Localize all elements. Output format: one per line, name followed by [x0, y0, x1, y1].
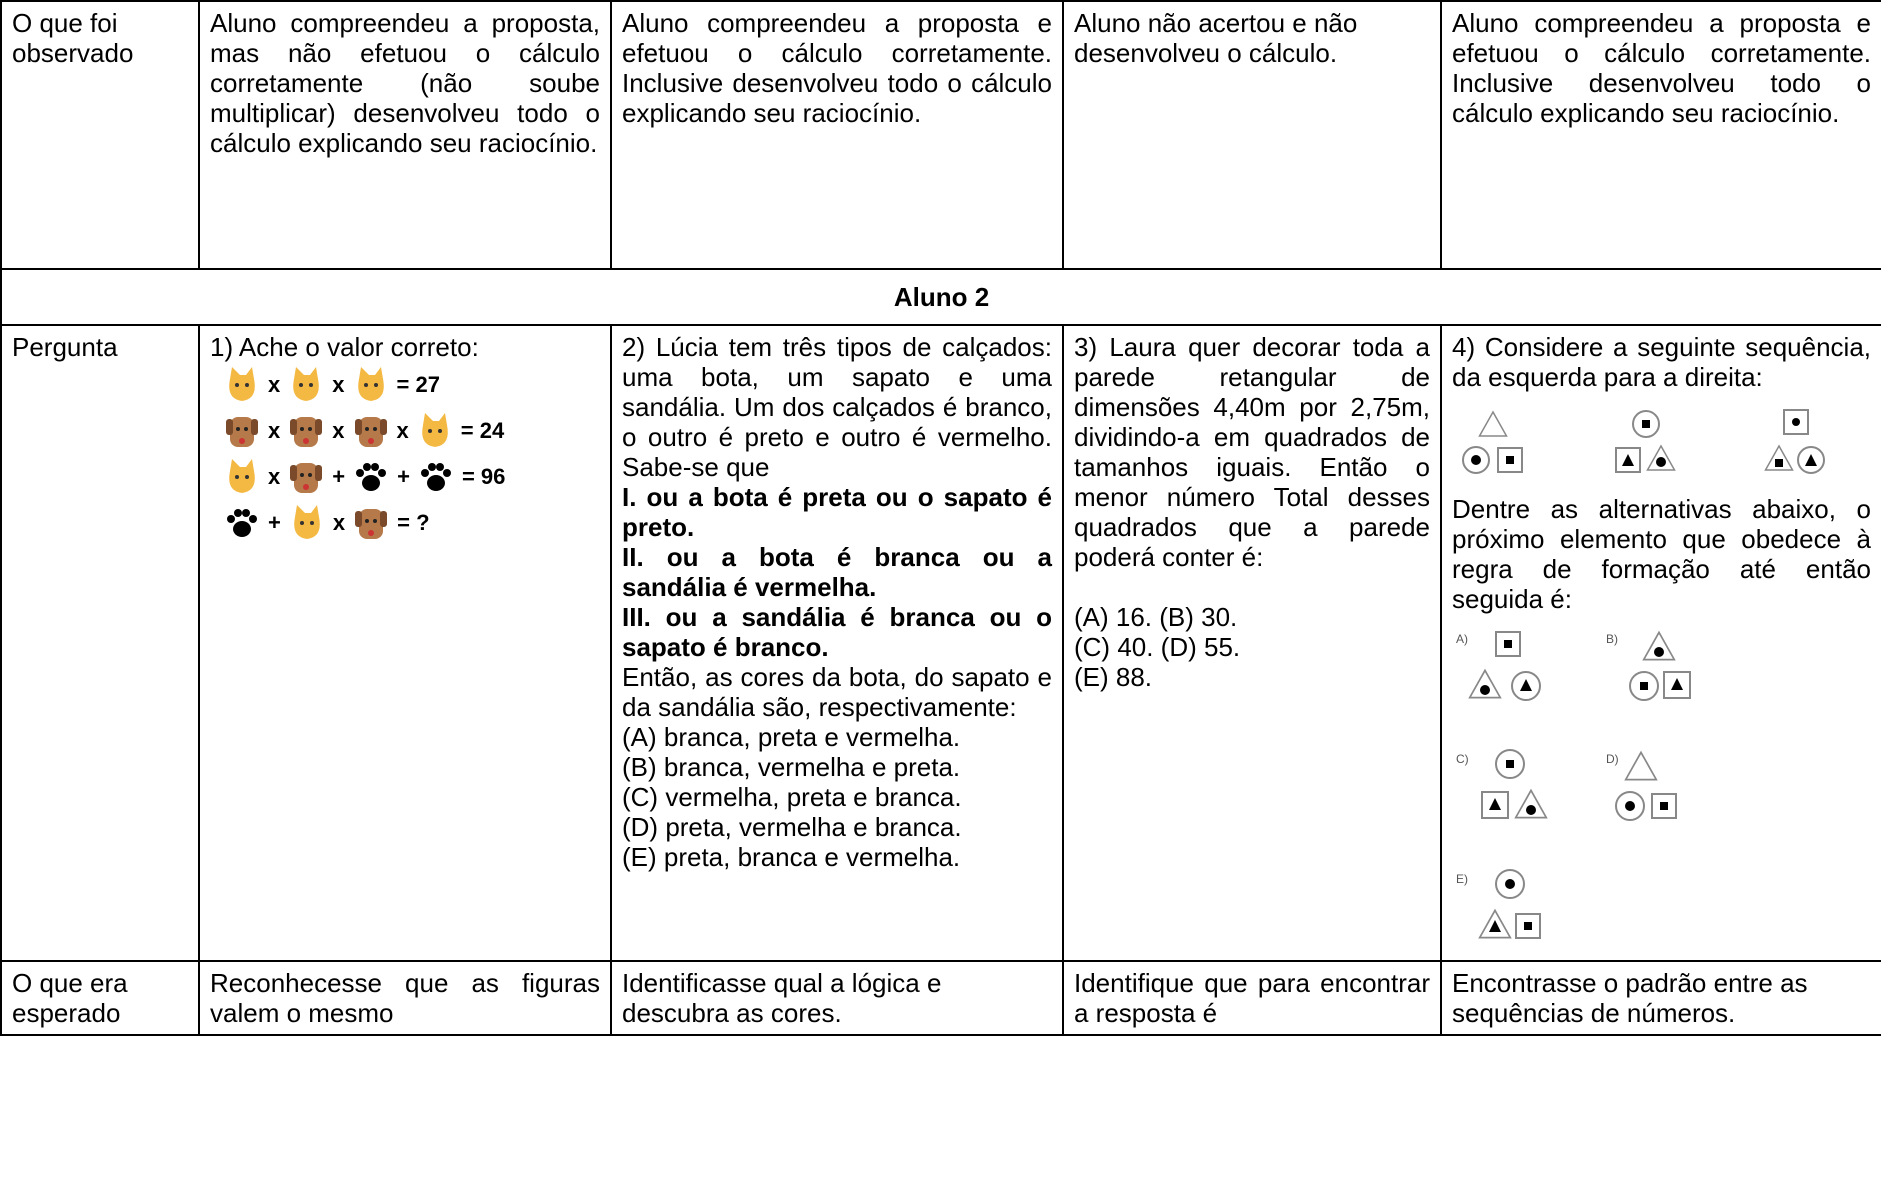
statement: I. ou a bota é preta ou o sapato é preto… [622, 482, 1052, 542]
op: x [332, 372, 345, 397]
option-label: D) [1606, 752, 1619, 766]
op: x [332, 510, 346, 535]
row-label: O que era esperado [0, 960, 200, 1036]
option: (A) 16. (B) 30. [1074, 602, 1238, 632]
spacer [1074, 572, 1430, 602]
dog-icon [286, 457, 326, 497]
cat-icon [415, 411, 455, 451]
op: + [397, 464, 410, 489]
q1-cell: 1) Ache o valor correto: x x = 27 x x x … [198, 324, 612, 962]
option: (E) 88. [1074, 662, 1153, 692]
op: x [268, 372, 281, 397]
cell: Aluno compreendeu a proposta, mas não ef… [198, 0, 612, 270]
section-row: Aluno 2 [0, 268, 1881, 326]
cell: Aluno compreendeu a proposta e efetuou o… [610, 0, 1064, 270]
cell: Identifique que para encontrar a respost… [1062, 960, 1442, 1036]
option-label: C) [1456, 752, 1469, 766]
answer-figure: A) [1456, 624, 1566, 714]
row-label: Pergunta [0, 324, 200, 962]
op: = ? [397, 510, 430, 535]
q4-text: Dentre as alternativas abaixo, o próximo… [1452, 494, 1871, 614]
q4-text: 4) Considere a seguinte sequência, da es… [1452, 332, 1871, 392]
cat-icon [222, 457, 262, 497]
cat-icon [286, 365, 326, 405]
statement: II. ou a bota é branca ou a sandália é v… [622, 542, 1052, 602]
op: = 27 [396, 372, 440, 397]
shape-group [1481, 749, 1548, 819]
cell: Aluno compreendeu a proposta e efetuou o… [1440, 0, 1881, 270]
dog-icon [351, 411, 391, 451]
q2-outro: Então, as cores da bota, do sapato e da … [622, 662, 1052, 722]
equation: x + + = 96 [222, 454, 600, 500]
cat-icon [222, 365, 262, 405]
paw-icon [416, 457, 456, 497]
q2-intro: 2) Lúcia tem três tipos de calçados: uma… [622, 332, 1052, 482]
cell: Encontrasse o padrão entre as sequências… [1440, 960, 1881, 1036]
answer-figure: B) [1606, 624, 1716, 714]
q3-cell: 3) Laura quer decorar toda a parede reta… [1062, 324, 1442, 962]
op: = 24 [460, 418, 505, 443]
dog-icon [286, 411, 326, 451]
op: + [268, 510, 281, 535]
cell: Identificasse qual a lógica e descubra a… [610, 960, 1064, 1036]
op: x [268, 464, 281, 489]
shape-group [1629, 631, 1691, 701]
q1-title: 1) Ache o valor correto: [210, 332, 479, 362]
answer-figure: D) [1606, 744, 1716, 834]
answer-figure: E) [1456, 864, 1566, 954]
op: x [332, 418, 345, 443]
dog-icon [222, 411, 262, 451]
option: (B) branca, vermelha e preta. [622, 752, 961, 782]
cat-icon [351, 365, 391, 405]
answer-options: A) B) C) D) E) [1456, 624, 1836, 954]
paw-icon [351, 457, 391, 497]
option: (A) branca, preta e vermelha. [622, 722, 961, 752]
option-label: B) [1606, 632, 1618, 646]
row-label: O que foi observado [0, 0, 200, 270]
shape-group [1462, 411, 1523, 474]
equation: x x x = 24 [222, 408, 600, 454]
q3-text: 3) Laura quer decorar toda a parede reta… [1074, 332, 1430, 572]
option: (D) preta, vermelha e branca. [622, 812, 962, 842]
sequence-figure [1456, 408, 1871, 478]
option: (C) vermelha, preta e branca. [622, 782, 962, 812]
statement: III. ou a sandália é branca ou o sapato … [622, 602, 1052, 662]
question-row: Pergunta 1) Ache o valor correto: x x = … [0, 324, 1881, 962]
q2-cell: 2) Lúcia tem três tipos de calçados: uma… [610, 324, 1064, 962]
q4-cell: 4) Considere a seguinte sequência, da es… [1440, 324, 1881, 962]
shape-group [1615, 751, 1677, 821]
answer-figure: C) [1456, 744, 1566, 834]
op: x [396, 418, 409, 443]
equation: x x = 27 [222, 362, 600, 408]
op: = 96 [461, 464, 506, 489]
observed-row: O que foi observado Aluno compreendeu a … [0, 0, 1881, 270]
expected-row: O que era esperado Reconhecesse que as f… [0, 960, 1881, 1036]
section-title: Aluno 2 [0, 268, 1881, 326]
cat-icon [287, 503, 327, 543]
option-label: A) [1456, 632, 1468, 646]
observation-table: O que foi observado Aluno compreendeu a … [0, 0, 1881, 1036]
shape-group [1468, 631, 1541, 701]
op: + [332, 464, 346, 489]
option: (C) 40. (D) 55. [1074, 632, 1241, 662]
option-label: E) [1456, 872, 1468, 886]
paw-icon [222, 503, 262, 543]
equation: + x = ? [222, 500, 600, 546]
option: (E) preta, branca e vermelha. [622, 842, 961, 872]
shape-group [1615, 410, 1676, 473]
op: x [268, 418, 281, 443]
cell: Reconhecesse que as figuras valem o mesm… [198, 960, 612, 1036]
shape-group [1478, 869, 1541, 939]
cell: Aluno não acertou e não desenvolveu o cá… [1062, 0, 1442, 270]
shape-group [1764, 409, 1825, 474]
dog-icon [351, 503, 391, 543]
